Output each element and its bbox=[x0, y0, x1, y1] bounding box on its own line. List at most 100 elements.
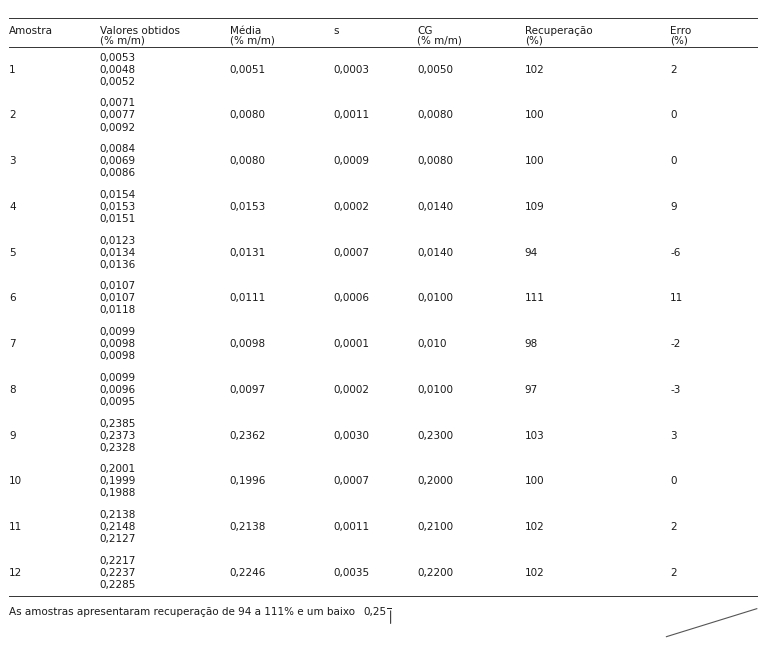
Text: 0,0001: 0,0001 bbox=[333, 339, 369, 349]
Text: 0,0134: 0,0134 bbox=[100, 247, 136, 258]
Text: 7: 7 bbox=[9, 339, 16, 349]
Text: 0,0100: 0,0100 bbox=[417, 385, 453, 395]
Text: 0,2000: 0,2000 bbox=[417, 477, 453, 486]
Text: 0,0140: 0,0140 bbox=[417, 247, 453, 258]
Text: 0,010: 0,010 bbox=[417, 339, 447, 349]
Text: 0,0050: 0,0050 bbox=[417, 64, 453, 75]
Text: 0,0140: 0,0140 bbox=[417, 202, 453, 212]
Text: 0,0052: 0,0052 bbox=[100, 77, 136, 87]
Text: 0,2138: 0,2138 bbox=[100, 510, 136, 520]
Text: 0,0084: 0,0084 bbox=[100, 144, 136, 154]
Text: 0,0096: 0,0096 bbox=[100, 385, 136, 395]
Text: 0,0118: 0,0118 bbox=[100, 305, 136, 316]
Text: 94: 94 bbox=[525, 247, 538, 258]
Text: 9: 9 bbox=[9, 430, 16, 441]
Text: 0,0136: 0,0136 bbox=[100, 260, 136, 270]
Text: s: s bbox=[333, 26, 339, 36]
Text: 0: 0 bbox=[670, 111, 676, 120]
Text: 102: 102 bbox=[525, 64, 545, 75]
Text: 11: 11 bbox=[9, 522, 22, 532]
Text: 9: 9 bbox=[670, 202, 677, 212]
Text: (%): (%) bbox=[525, 36, 542, 46]
Text: 0: 0 bbox=[670, 156, 676, 166]
Text: 0,0009: 0,0009 bbox=[333, 156, 369, 166]
Text: As amostras apresentaram recuperação de 94 a 111% e um baixo: As amostras apresentaram recuperação de … bbox=[9, 607, 355, 616]
Text: 0,2200: 0,2200 bbox=[417, 568, 453, 578]
Text: 0,2285: 0,2285 bbox=[100, 580, 136, 590]
Text: 5: 5 bbox=[9, 247, 16, 258]
Text: 97: 97 bbox=[525, 385, 538, 395]
Text: 0,0098: 0,0098 bbox=[230, 339, 266, 349]
Text: 0,1988: 0,1988 bbox=[100, 488, 136, 499]
Text: 0: 0 bbox=[670, 477, 676, 486]
Text: 0,1996: 0,1996 bbox=[230, 477, 266, 486]
Text: 0,0030: 0,0030 bbox=[333, 430, 369, 441]
Text: 0,0080: 0,0080 bbox=[230, 156, 266, 166]
Text: 1: 1 bbox=[9, 64, 16, 75]
Text: 0,0107: 0,0107 bbox=[100, 281, 136, 292]
Text: 0,0035: 0,0035 bbox=[333, 568, 369, 578]
Text: 0,0151: 0,0151 bbox=[100, 214, 136, 224]
Text: 0,2148: 0,2148 bbox=[100, 522, 136, 532]
Text: 100: 100 bbox=[525, 156, 545, 166]
Text: 3: 3 bbox=[670, 430, 677, 441]
Text: 0,0007: 0,0007 bbox=[333, 477, 369, 486]
Text: 0,2246: 0,2246 bbox=[230, 568, 266, 578]
Text: (% m/m): (% m/m) bbox=[100, 36, 145, 46]
Text: 2: 2 bbox=[9, 111, 16, 120]
Text: 0,2138: 0,2138 bbox=[230, 522, 266, 532]
Text: 0,0099: 0,0099 bbox=[100, 327, 136, 337]
Text: (%): (%) bbox=[670, 36, 688, 46]
Text: 0,0086: 0,0086 bbox=[100, 168, 136, 178]
Text: 6: 6 bbox=[9, 294, 16, 303]
Text: -6: -6 bbox=[670, 247, 681, 258]
Text: 4: 4 bbox=[9, 202, 16, 212]
Text: 2: 2 bbox=[670, 568, 677, 578]
Text: 0,0154: 0,0154 bbox=[100, 190, 136, 200]
Text: 100: 100 bbox=[525, 111, 545, 120]
Text: Erro: Erro bbox=[670, 26, 692, 36]
Text: Valores obtidos: Valores obtidos bbox=[100, 26, 179, 36]
Text: 109: 109 bbox=[525, 202, 545, 212]
Text: 0,0051: 0,0051 bbox=[230, 64, 266, 75]
Text: 0,0095: 0,0095 bbox=[100, 397, 136, 407]
Text: 0,0003: 0,0003 bbox=[333, 64, 369, 75]
Text: Amostra: Amostra bbox=[9, 26, 53, 36]
Text: 0,0098: 0,0098 bbox=[100, 339, 136, 349]
Text: 0,0098: 0,0098 bbox=[100, 351, 136, 361]
Text: 0,25: 0,25 bbox=[364, 607, 387, 616]
Text: -3: -3 bbox=[670, 385, 681, 395]
Text: 0,2300: 0,2300 bbox=[417, 430, 453, 441]
Text: 0,0153: 0,0153 bbox=[230, 202, 266, 212]
Text: 0,0002: 0,0002 bbox=[333, 385, 369, 395]
Text: 0,0002: 0,0002 bbox=[333, 202, 369, 212]
Text: 0,0048: 0,0048 bbox=[100, 64, 136, 75]
Text: Recuperação: Recuperação bbox=[525, 26, 592, 36]
Text: 111: 111 bbox=[525, 294, 545, 303]
Text: 0,0080: 0,0080 bbox=[417, 111, 453, 120]
Text: 12: 12 bbox=[9, 568, 22, 578]
Text: 2: 2 bbox=[670, 64, 677, 75]
Text: 0,0123: 0,0123 bbox=[100, 236, 136, 245]
Text: 0,0107: 0,0107 bbox=[100, 294, 136, 303]
Text: Média: Média bbox=[230, 26, 261, 36]
Text: 0,2328: 0,2328 bbox=[100, 443, 136, 452]
Text: 0,0111: 0,0111 bbox=[230, 294, 266, 303]
Text: 0,0053: 0,0053 bbox=[100, 53, 136, 62]
Text: 2: 2 bbox=[670, 522, 677, 532]
Text: 0,0100: 0,0100 bbox=[417, 294, 453, 303]
Text: 10: 10 bbox=[9, 477, 22, 486]
Text: 0,2217: 0,2217 bbox=[100, 556, 136, 566]
Text: 0,0097: 0,0097 bbox=[230, 385, 266, 395]
Text: -2: -2 bbox=[670, 339, 681, 349]
Text: 0,2373: 0,2373 bbox=[100, 430, 136, 441]
Text: 0,0011: 0,0011 bbox=[333, 111, 369, 120]
Text: CG: CG bbox=[417, 26, 433, 36]
Text: 3: 3 bbox=[9, 156, 16, 166]
Text: 103: 103 bbox=[525, 430, 545, 441]
Text: 0,0007: 0,0007 bbox=[333, 247, 369, 258]
Text: 100: 100 bbox=[525, 477, 545, 486]
Text: 0,0011: 0,0011 bbox=[333, 522, 369, 532]
Text: 102: 102 bbox=[525, 522, 545, 532]
Text: 0,0080: 0,0080 bbox=[230, 111, 266, 120]
